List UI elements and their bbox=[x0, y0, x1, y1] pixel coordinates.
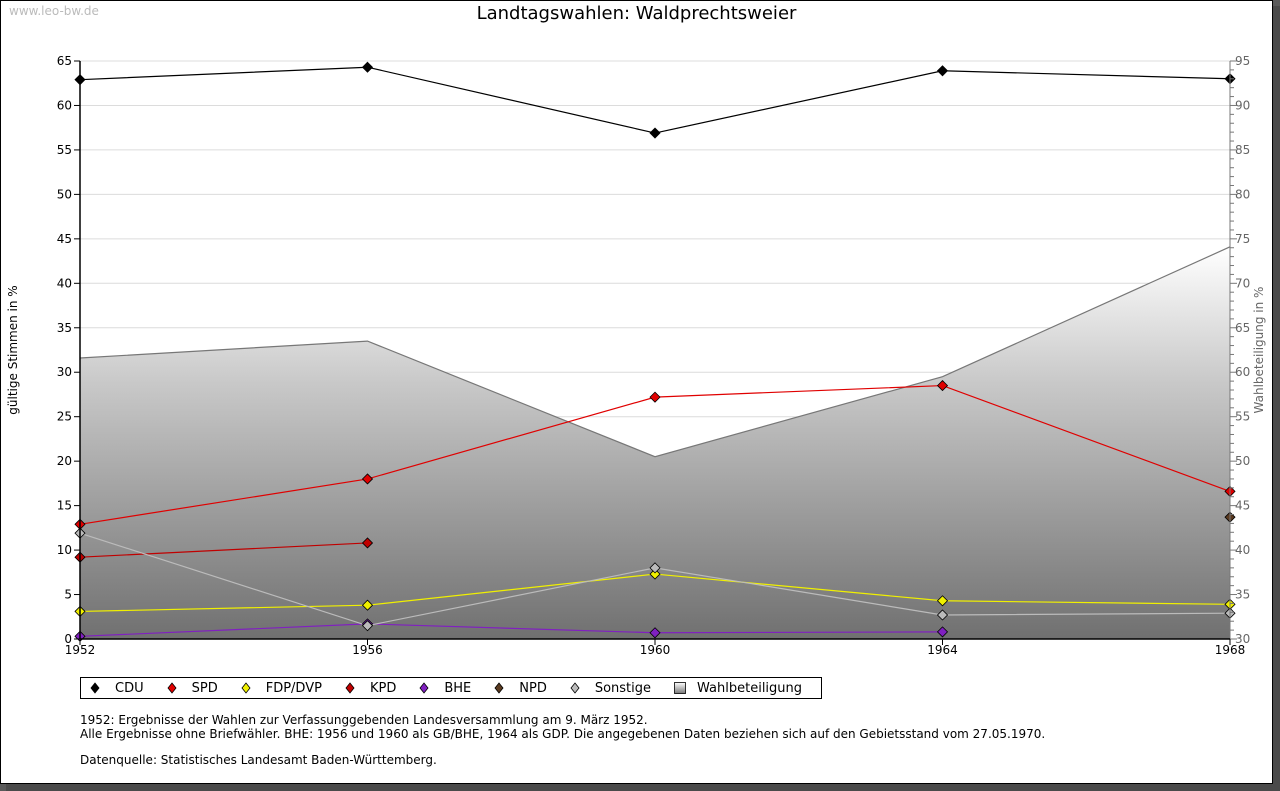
note-1952: 1952: Ergebnisse der Wahlen zur Verfassu… bbox=[80, 713, 648, 727]
legend-item-sonstige: Sonstige bbox=[570, 681, 651, 696]
legend-label: Sonstige bbox=[594, 680, 652, 696]
y2-tick-label: 65 bbox=[1235, 321, 1250, 335]
turnout-area bbox=[79, 246, 1231, 639]
x-tick-label: 1952 bbox=[65, 643, 96, 657]
y-tick-label: 50 bbox=[57, 187, 72, 201]
y-tick-label: 55 bbox=[57, 143, 72, 157]
legend-diamond-icon bbox=[167, 682, 177, 694]
legend-item-npd: NPD bbox=[494, 681, 547, 696]
legend: CDU SPD FDP/DVP KPD BHE NPD Sonstige Wahlbeteil… bbox=[80, 677, 822, 699]
data-point-fdp-dvp bbox=[936, 595, 949, 607]
y-tick-label: 40 bbox=[57, 276, 72, 290]
x-tick-label: 1964 bbox=[927, 643, 958, 657]
legend-item-fdp-dvp: FDP/DVP bbox=[241, 681, 322, 696]
data-point-cdu bbox=[936, 65, 949, 77]
axes: 0 5 10 15 20 25 30 35 40 45 50 55 60 65 30 35 40 45 50 55 60… bbox=[57, 54, 1251, 657]
y2-tick-label: 75 bbox=[1235, 232, 1250, 246]
y2-tick-label: 90 bbox=[1235, 98, 1250, 112]
note-general: Alle Ergebnisse ohne Briefwähler. BHE: 1… bbox=[80, 727, 1046, 741]
y2-tick-label: 30 bbox=[1235, 632, 1250, 646]
data-point-cdu bbox=[649, 127, 661, 139]
data-point-cdu bbox=[361, 61, 374, 73]
series-line-bhe bbox=[79, 623, 943, 637]
turnout-area-outline bbox=[79, 246, 1231, 458]
y-tick-label: 45 bbox=[57, 232, 72, 246]
legend-diamond-icon bbox=[90, 682, 100, 694]
y2-tick-label: 60 bbox=[1235, 365, 1250, 379]
legend-marker bbox=[674, 682, 686, 694]
legend-label: FDP/DVP bbox=[265, 680, 322, 696]
data-point-fdp-dvp bbox=[361, 599, 374, 611]
y-tick-label: 35 bbox=[57, 321, 72, 335]
legend-item-spd: SPD bbox=[167, 681, 218, 696]
legend-marker bbox=[570, 682, 580, 694]
data-point-spd bbox=[936, 380, 949, 392]
frame-shadow-bottom bbox=[6, 784, 1280, 791]
turnout-area-fill bbox=[80, 246, 1230, 639]
legend-label: SPD bbox=[191, 680, 218, 696]
legend-diamond-icon bbox=[419, 682, 429, 694]
y-tick-label: 15 bbox=[57, 499, 72, 513]
y-tick-label: 25 bbox=[57, 410, 72, 424]
y2-tick-label: 70 bbox=[1235, 276, 1250, 290]
y2-tick-label: 85 bbox=[1235, 143, 1250, 157]
series-line-cdu bbox=[79, 66, 1231, 134]
y-tick-label: 60 bbox=[57, 98, 72, 112]
legend-marker bbox=[345, 682, 355, 694]
legend-label: Wahlbeteiligung bbox=[697, 680, 803, 696]
legend-marker bbox=[419, 682, 429, 694]
legend-diamond-icon bbox=[570, 682, 580, 694]
legend-label: BHE bbox=[444, 680, 472, 696]
legend-diamond-icon bbox=[241, 682, 251, 694]
data-point-bhe bbox=[936, 626, 949, 638]
y2-axis-label: Wahlbeteiligung in % bbox=[1252, 287, 1266, 414]
y-tick-label: 30 bbox=[57, 365, 72, 379]
data-point-spd bbox=[649, 391, 661, 403]
y2-tick-label: 55 bbox=[1235, 410, 1250, 424]
data-source: Datenquelle: Statistisches Landesamt Bad… bbox=[80, 753, 437, 767]
data-point-sonstige bbox=[936, 609, 949, 621]
chart-plot: 0 5 10 15 20 25 30 35 40 45 50 55 60 65 30 35 40 45 50 55 60… bbox=[6, 54, 1266, 657]
y2-tick-label: 50 bbox=[1235, 454, 1250, 468]
y-tick-label: 5 bbox=[64, 588, 72, 602]
y-axis-label: gültige Stimmen in % bbox=[6, 285, 20, 414]
y2-tick-label: 40 bbox=[1235, 543, 1250, 557]
x-tick-label: 1960 bbox=[640, 643, 671, 657]
y-tick-label: 65 bbox=[57, 54, 72, 68]
legend-marker bbox=[167, 682, 177, 694]
watermark: www.leo-bw.de bbox=[9, 4, 99, 18]
data-point-fdp-dvp bbox=[649, 568, 661, 580]
x-tick-label: 1956 bbox=[352, 643, 383, 657]
x-tick-label: 1968 bbox=[1215, 643, 1246, 657]
data-point-kpd bbox=[361, 537, 374, 549]
legend-marker bbox=[90, 682, 100, 694]
y2-tick-label: 45 bbox=[1235, 499, 1250, 513]
y-tick-label: 10 bbox=[57, 543, 72, 557]
y2-tick-label: 80 bbox=[1235, 187, 1250, 201]
legend-item-bhe: BHE bbox=[419, 681, 471, 696]
legend-item-cdu: CDU bbox=[90, 681, 144, 696]
y-tick-label: 20 bbox=[57, 454, 72, 468]
legend-label: KPD bbox=[369, 680, 397, 696]
data-point-spd bbox=[361, 473, 374, 485]
chart-title: Landtagswahlen: Waldprechtsweier bbox=[476, 3, 797, 24]
legend-marker bbox=[241, 682, 251, 694]
data-point-sonstige bbox=[649, 562, 661, 574]
legend-square-icon bbox=[674, 682, 686, 694]
series-line-kpd bbox=[79, 542, 368, 558]
legend-item-kpd: KPD bbox=[345, 681, 396, 696]
legend-label: NPD bbox=[519, 680, 547, 696]
y-tick-label: 0 bbox=[64, 632, 72, 646]
y2-tick-label: 95 bbox=[1235, 54, 1250, 68]
legend-marker bbox=[494, 682, 504, 694]
data-point-bhe bbox=[649, 627, 661, 639]
legend-label: CDU bbox=[115, 680, 144, 696]
legend-diamond-icon bbox=[345, 682, 355, 694]
legend-item-wahlbeteiligung: Wahlbeteiligung bbox=[674, 681, 802, 696]
data-point-sonstige bbox=[361, 620, 374, 632]
y2-tick-label: 35 bbox=[1235, 588, 1250, 602]
legend-diamond-icon bbox=[494, 682, 504, 694]
frame-shadow-right bbox=[1273, 6, 1280, 791]
